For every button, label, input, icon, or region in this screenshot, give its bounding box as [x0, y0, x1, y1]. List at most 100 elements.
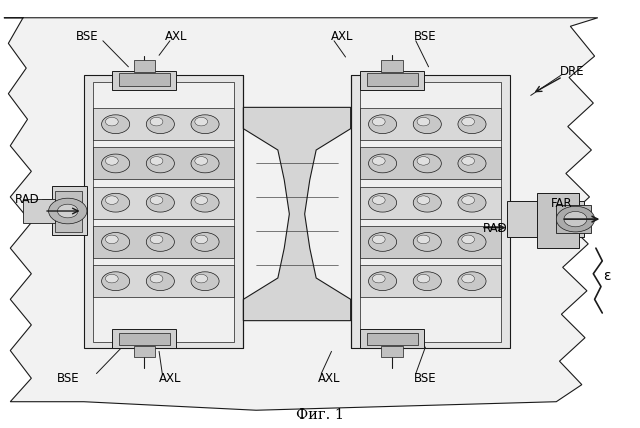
Bar [119, 73, 170, 86]
Polygon shape [4, 18, 598, 410]
Circle shape [462, 157, 474, 165]
Bar [93, 265, 234, 297]
Bar [93, 187, 234, 219]
Circle shape [150, 274, 163, 283]
Circle shape [417, 117, 430, 126]
Circle shape [556, 206, 595, 232]
Bar [360, 226, 500, 258]
Circle shape [372, 117, 385, 126]
Circle shape [369, 272, 397, 291]
Circle shape [413, 232, 442, 251]
Bar [113, 71, 176, 90]
Text: FAR: FAR [550, 197, 572, 210]
Bar [381, 60, 403, 72]
Circle shape [102, 154, 130, 173]
Circle shape [102, 272, 130, 291]
Bar [84, 75, 243, 348]
Bar [93, 226, 234, 258]
Text: Фиг. 1: Фиг. 1 [296, 407, 344, 422]
Bar [360, 71, 424, 90]
Bar [351, 75, 510, 348]
Circle shape [58, 204, 78, 218]
Circle shape [462, 117, 474, 126]
Text: AXL: AXL [159, 372, 181, 385]
Circle shape [413, 193, 442, 212]
Bar [93, 82, 234, 342]
Text: AXL: AXL [318, 372, 341, 385]
Bar [360, 265, 500, 297]
Circle shape [564, 211, 587, 227]
Circle shape [191, 154, 219, 173]
Circle shape [195, 235, 207, 244]
Bar [93, 108, 234, 140]
Circle shape [150, 157, 163, 165]
Circle shape [191, 115, 219, 134]
Circle shape [462, 235, 474, 244]
Text: RAD: RAD [15, 193, 40, 205]
Circle shape [417, 235, 430, 244]
Circle shape [150, 117, 163, 126]
Bar [360, 108, 500, 140]
Text: BSE: BSE [56, 372, 79, 385]
Circle shape [150, 196, 163, 205]
Circle shape [195, 274, 207, 283]
Bar [55, 191, 82, 232]
Circle shape [417, 274, 430, 283]
Circle shape [106, 196, 118, 205]
Text: BSE: BSE [414, 372, 436, 385]
Circle shape [102, 115, 130, 134]
Text: DRE: DRE [560, 65, 584, 77]
Circle shape [191, 272, 219, 291]
Bar [381, 346, 403, 357]
Circle shape [147, 154, 174, 173]
Circle shape [191, 232, 219, 251]
Bar [23, 199, 55, 223]
Bar [113, 329, 176, 348]
Circle shape [462, 274, 474, 283]
Circle shape [147, 115, 174, 134]
Bar [134, 346, 156, 357]
Text: ε: ε [604, 269, 611, 283]
Circle shape [458, 115, 486, 134]
Circle shape [417, 196, 430, 205]
Bar [360, 187, 500, 219]
Circle shape [195, 157, 207, 165]
Circle shape [413, 115, 442, 134]
Text: AXL: AXL [331, 30, 354, 44]
Circle shape [413, 272, 442, 291]
Circle shape [458, 232, 486, 251]
Bar [507, 201, 584, 238]
Circle shape [106, 274, 118, 283]
Text: RAD: RAD [483, 223, 508, 235]
Bar [360, 148, 500, 179]
Bar [360, 82, 500, 342]
Circle shape [458, 193, 486, 212]
Circle shape [458, 154, 486, 173]
Circle shape [372, 157, 385, 165]
Circle shape [147, 193, 174, 212]
Bar [537, 193, 579, 248]
Circle shape [413, 154, 442, 173]
Circle shape [150, 235, 163, 244]
Circle shape [106, 117, 118, 126]
Circle shape [372, 274, 385, 283]
Circle shape [417, 157, 430, 165]
Bar [367, 73, 418, 86]
Bar [134, 60, 156, 72]
Bar [360, 329, 424, 348]
Circle shape [369, 154, 397, 173]
Circle shape [102, 193, 130, 212]
Circle shape [49, 198, 87, 224]
Circle shape [369, 115, 397, 134]
Circle shape [458, 272, 486, 291]
Circle shape [372, 235, 385, 244]
Polygon shape [243, 107, 351, 321]
Circle shape [191, 193, 219, 212]
Circle shape [195, 117, 207, 126]
Circle shape [106, 157, 118, 165]
Text: BSE: BSE [414, 30, 436, 44]
Text: BSE: BSE [76, 30, 98, 44]
Circle shape [147, 232, 174, 251]
Circle shape [106, 235, 118, 244]
Circle shape [147, 272, 174, 291]
